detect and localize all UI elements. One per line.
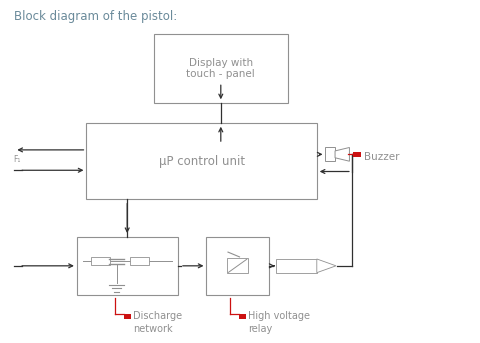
Bar — [276, 259, 317, 273]
Text: Discharge
network: Discharge network — [133, 311, 182, 334]
Polygon shape — [335, 147, 349, 161]
Bar — [206, 237, 269, 295]
Text: F₁: F₁ — [13, 155, 21, 164]
Text: Block diagram of the pistol:: Block diagram of the pistol: — [14, 10, 178, 23]
Bar — [325, 147, 335, 161]
Bar — [91, 257, 110, 265]
Text: μP control unit: μP control unit — [158, 155, 245, 168]
Bar — [130, 257, 149, 265]
Text: High voltage
relay: High voltage relay — [248, 311, 311, 334]
Bar — [239, 314, 246, 319]
Text: Display with
touch - panel: Display with touch - panel — [186, 58, 255, 79]
Bar — [353, 152, 361, 157]
Polygon shape — [317, 259, 336, 273]
Bar — [124, 314, 132, 319]
Bar — [86, 123, 317, 199]
Bar — [227, 258, 248, 273]
Bar — [154, 34, 288, 103]
Text: Buzzer: Buzzer — [364, 152, 399, 162]
Bar — [77, 237, 178, 295]
